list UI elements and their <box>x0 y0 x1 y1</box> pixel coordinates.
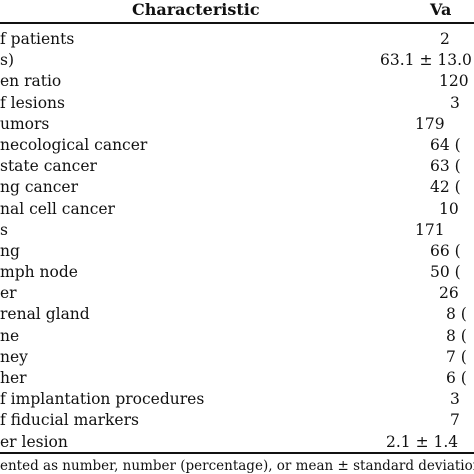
row-value: 2 <box>440 30 450 48</box>
row-label: ng <box>0 241 20 260</box>
header-value: Va <box>430 0 452 19</box>
table-row: renal gland 8 ( <box>0 305 474 326</box>
row-value: 6 ( <box>446 369 467 387</box>
row-label: f lesions <box>0 93 65 112</box>
table-row: her 6 ( <box>0 369 474 390</box>
table-footnote: ented as number, number (percentage), or… <box>0 458 474 474</box>
header-rule <box>0 22 474 24</box>
bottom-rule <box>0 452 474 454</box>
row-value: 7 <box>450 411 460 430</box>
row-label: nal cell cancer <box>0 199 115 218</box>
table-row: umors 179 <box>0 115 474 136</box>
table-row: ng cancer 42 ( <box>0 178 474 199</box>
row-value: 66 ( <box>430 241 461 260</box>
row-value: 50 ( <box>430 263 461 282</box>
row-value: 179 <box>415 114 445 133</box>
row-label: renal gland <box>0 305 90 324</box>
row-label: s) <box>0 51 15 70</box>
row-label: ne <box>0 326 20 345</box>
row-value: 7 ( <box>446 347 467 366</box>
row-label: ney <box>0 347 28 366</box>
row-label: state cancer <box>0 157 97 176</box>
row-value: 2.1 ± 1.4 <box>386 432 459 451</box>
row-label: umors <box>0 114 50 133</box>
row-label: her <box>0 369 27 387</box>
row-value: 26 <box>439 284 459 303</box>
table-row: f fiducial markers 7 <box>0 411 474 432</box>
header-characteristic: Characteristic <box>132 0 260 19</box>
table-row: ney 7 ( <box>0 348 474 369</box>
row-value: 3 <box>450 93 460 112</box>
table-body: f patients 2 s) 63.1 ± 13.0 en ratio 120… <box>0 30 474 454</box>
row-label: er <box>0 284 17 303</box>
row-value: 8 ( <box>446 305 467 324</box>
table-row: er 26 <box>0 284 474 305</box>
row-label: er lesion <box>0 432 68 451</box>
table-row: er lesion 2.1 ± 1.4 <box>0 433 474 454</box>
row-value: 8 ( <box>446 326 467 345</box>
table-row: f lesions 3 <box>0 94 474 115</box>
row-value: 171 <box>415 220 445 239</box>
row-label: s <box>0 220 8 239</box>
table-row: state cancer 63 ( <box>0 157 474 178</box>
table-row: nal cell cancer 10 <box>0 200 474 221</box>
row-label: mph node <box>0 263 78 282</box>
row-label: ng cancer <box>0 178 78 197</box>
row-label: f patients <box>0 30 75 48</box>
row-label: f fiducial markers <box>0 411 139 430</box>
row-value: 10 <box>439 199 459 218</box>
row-value: 63 ( <box>430 157 461 176</box>
row-label: f implantation procedures <box>0 390 205 409</box>
row-value: 120 <box>439 72 469 91</box>
table-row: ne 8 ( <box>0 327 474 348</box>
table-row: f patients 2 <box>0 30 474 51</box>
table-row: f implantation procedures 3 <box>0 390 474 411</box>
row-label: necological cancer <box>0 135 148 154</box>
row-value: 42 ( <box>430 178 461 197</box>
table-row: necological cancer 64 ( <box>0 136 474 157</box>
row-value: 3 <box>450 390 460 409</box>
table-row: s) 63.1 ± 13.0 <box>0 51 474 72</box>
table-row: mph node 50 ( <box>0 263 474 284</box>
table-row: en ratio 120 <box>0 72 474 93</box>
table-row: s 171 <box>0 221 474 242</box>
table-row: ng 66 ( <box>0 242 474 263</box>
row-value: 63.1 ± 13.0 <box>380 51 472 70</box>
row-label: en ratio <box>0 72 62 91</box>
row-value: 64 ( <box>430 135 461 154</box>
table-header: Characteristic Va <box>0 0 474 22</box>
